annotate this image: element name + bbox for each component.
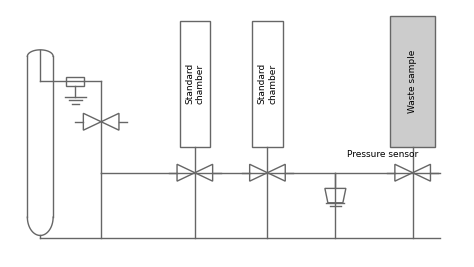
Text: Pressure sensor: Pressure sensor xyxy=(347,150,419,159)
Bar xyxy=(180,21,210,147)
Text: Standard
chamber: Standard chamber xyxy=(185,63,205,104)
Bar xyxy=(252,21,283,147)
Text: Standard
chamber: Standard chamber xyxy=(258,63,277,104)
Text: Waste sample: Waste sample xyxy=(408,49,417,113)
Bar xyxy=(66,77,84,86)
Bar xyxy=(391,16,435,147)
